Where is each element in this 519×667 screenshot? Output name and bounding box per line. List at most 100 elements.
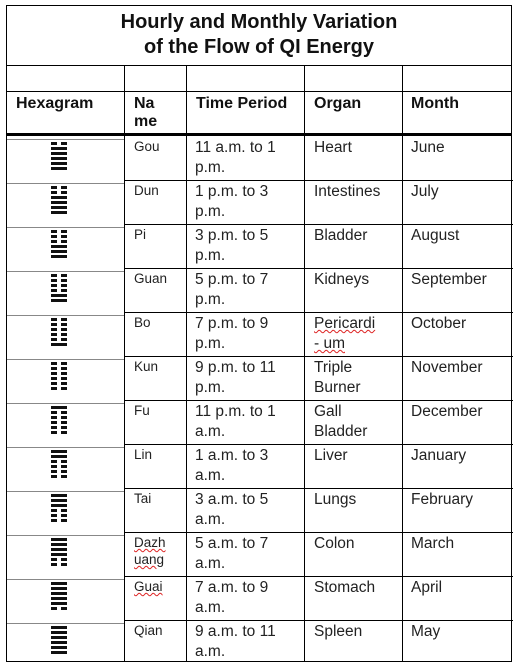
yang-line: [51, 626, 67, 629]
month-cell-line-1: June: [411, 139, 445, 156]
yang-line: [51, 602, 67, 605]
hexagram-divider: [7, 579, 124, 580]
yin-line: [51, 142, 57, 145]
yin-line: [61, 318, 67, 321]
yang-line: [51, 152, 67, 155]
yin-line: [51, 519, 57, 522]
name-cell: Dun: [134, 182, 159, 199]
yin-line: [61, 519, 67, 522]
month-cell-line-1: October: [411, 315, 467, 332]
table-row: Qian 9 a.m. to 11 a.m. Spleen May: [7, 620, 511, 664]
name-cell-line-1: Pi: [134, 227, 147, 242]
yang-line: [51, 157, 67, 160]
hexagram-divider: [7, 447, 124, 448]
table-row: Lin 1 a.m. to 3 a.m. Liver January: [7, 444, 511, 488]
name-cell-line-2: uang: [134, 552, 165, 567]
time-period-cell-line-2: p.m.: [195, 159, 226, 176]
month-cell: November: [411, 358, 483, 378]
yin-line: [51, 426, 57, 429]
yin-line: [51, 431, 57, 434]
table-row: Dazh uang 5 a.m. to 7 a.m. Colon March: [7, 532, 511, 576]
yin-line: [51, 416, 57, 419]
yang-line: [51, 587, 67, 590]
organ-cell: Colon: [314, 534, 355, 554]
row-divider: [124, 224, 513, 225]
organ-cell-line-1: Kidneys: [314, 271, 370, 288]
month-cell: February: [411, 490, 473, 510]
yin-line: [51, 465, 57, 468]
row-divider: [124, 488, 513, 489]
yin-line: [61, 377, 67, 380]
header-name-line-1: Na: [134, 95, 155, 112]
month-cell: March: [411, 534, 454, 554]
time-period-cell-line-1: 9 p.m. to 11: [195, 359, 276, 376]
yin-line: [61, 475, 67, 478]
month-cell: October: [411, 314, 466, 334]
yang-line: [51, 294, 67, 297]
header-hexagram: Hexagram: [16, 95, 94, 112]
yin-line: [61, 338, 67, 341]
hexagram-divider: [7, 227, 124, 228]
yin-line: [61, 411, 67, 414]
name-cell: Gou: [134, 138, 160, 155]
organ-cell: Kidneys: [314, 270, 369, 290]
table-row: Pi 3 p.m. to 5 p.m. Bladder August: [7, 224, 511, 268]
yin-line: [61, 460, 67, 463]
yang-line: [51, 201, 67, 204]
table-row: Guan 5 p.m. to 7 p.m. Kidneys September: [7, 268, 511, 312]
name-cell: Guai: [134, 578, 163, 595]
time-period-cell: 5 p.m. to 7 p.m.: [195, 270, 268, 310]
yin-line: [51, 279, 57, 282]
organ-cell-line-1: Spleen: [314, 623, 363, 640]
yang-line: [51, 245, 67, 248]
yin-line: [51, 284, 57, 287]
month-cell: January: [411, 446, 466, 466]
row-divider: [124, 356, 513, 357]
organ-cell-line-1: Colon: [314, 535, 355, 552]
time-period-cell: 7 a.m. to 9 a.m.: [195, 578, 268, 618]
yin-line: [51, 328, 57, 331]
row-divider: [124, 532, 513, 533]
row-divider: [124, 180, 513, 181]
name-cell: Pi: [134, 226, 146, 243]
organ-cell-line-1: Intestines: [314, 183, 381, 200]
empty-spacer-row: [7, 66, 511, 92]
time-period-cell-line-1: 3 a.m. to 5: [195, 491, 269, 508]
organ-cell-line-1: Liver: [314, 447, 348, 464]
yang-line: [51, 592, 67, 595]
yang-line: [51, 631, 67, 634]
yin-line: [51, 475, 57, 478]
row-divider: [124, 444, 513, 445]
name-cell-line-1: Guan: [134, 271, 168, 286]
yin-line: [61, 328, 67, 331]
name-cell: Bo: [134, 314, 151, 331]
organ-cell-line-1: Stomach: [314, 579, 376, 596]
organ-cell: Liver: [314, 446, 348, 466]
time-period-cell-line-2: a.m.: [195, 423, 226, 440]
table-row: Dun 1 p.m. to 3 p.m. Intestines July: [7, 180, 511, 224]
yin-line: [51, 318, 57, 321]
hexagram-divider: [7, 183, 124, 184]
organ-cell: Spleen: [314, 622, 362, 642]
title-line-1: Hourly and Monthly Variation: [120, 11, 398, 33]
yin-line: [61, 367, 67, 370]
time-period-cell-line-2: p.m.: [195, 379, 226, 396]
month-cell: April: [411, 578, 442, 598]
month-cell-line-1: March: [411, 535, 455, 552]
time-period-cell-line-1: 7 p.m. to 9: [195, 315, 269, 332]
time-period-cell: 1 p.m. to 3 p.m.: [195, 182, 268, 222]
yin-line: [61, 289, 67, 292]
organ-cell-line-1: Triple: [314, 359, 353, 376]
name-cell-line-1: Fu: [134, 403, 150, 418]
yin-line: [51, 558, 57, 561]
organ-cell: Heart: [314, 138, 352, 158]
yin-line: [51, 421, 57, 424]
yin-line: [61, 563, 67, 566]
yin-line: [61, 465, 67, 468]
name-cell: Guan: [134, 270, 167, 287]
time-period-cell-line-1: 9 a.m. to 11: [195, 623, 276, 640]
yin-line: [51, 509, 57, 512]
yang-line: [51, 597, 67, 600]
time-period-cell-line-1: 3 p.m. to 5: [195, 227, 269, 244]
header-divider: [7, 133, 511, 136]
